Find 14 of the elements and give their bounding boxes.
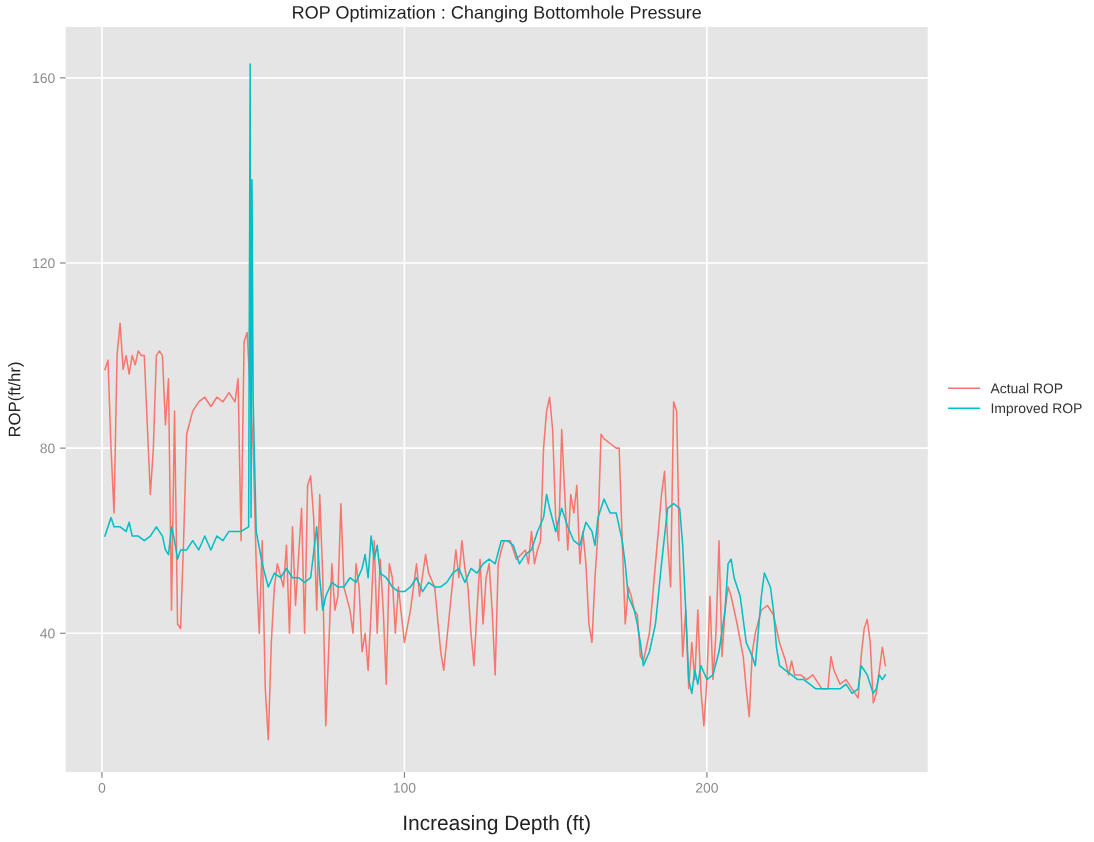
x-tick-label: 100 [393,782,416,793]
x-axis-title: Increasing Depth (ft) [404,814,590,835]
y-tick-label: 120 [33,258,55,269]
y-axis-title: ROP(ft/hr) [8,362,24,437]
x-tick-label: 200 [696,782,718,793]
line-series [104,63,887,695]
y-tick-label: 160 [33,73,55,84]
y-tick-label: 40 [40,628,55,639]
legend-label: Actual ROP [990,383,1063,394]
legend-label: Improved ROP [991,403,1082,416]
x-tick-label: 0 [98,782,106,793]
chart-title: ROP Optimization : Changing Bottomhole Pressure [293,5,701,23]
y-tick-label: 80 [40,443,55,454]
line-series [104,322,887,741]
